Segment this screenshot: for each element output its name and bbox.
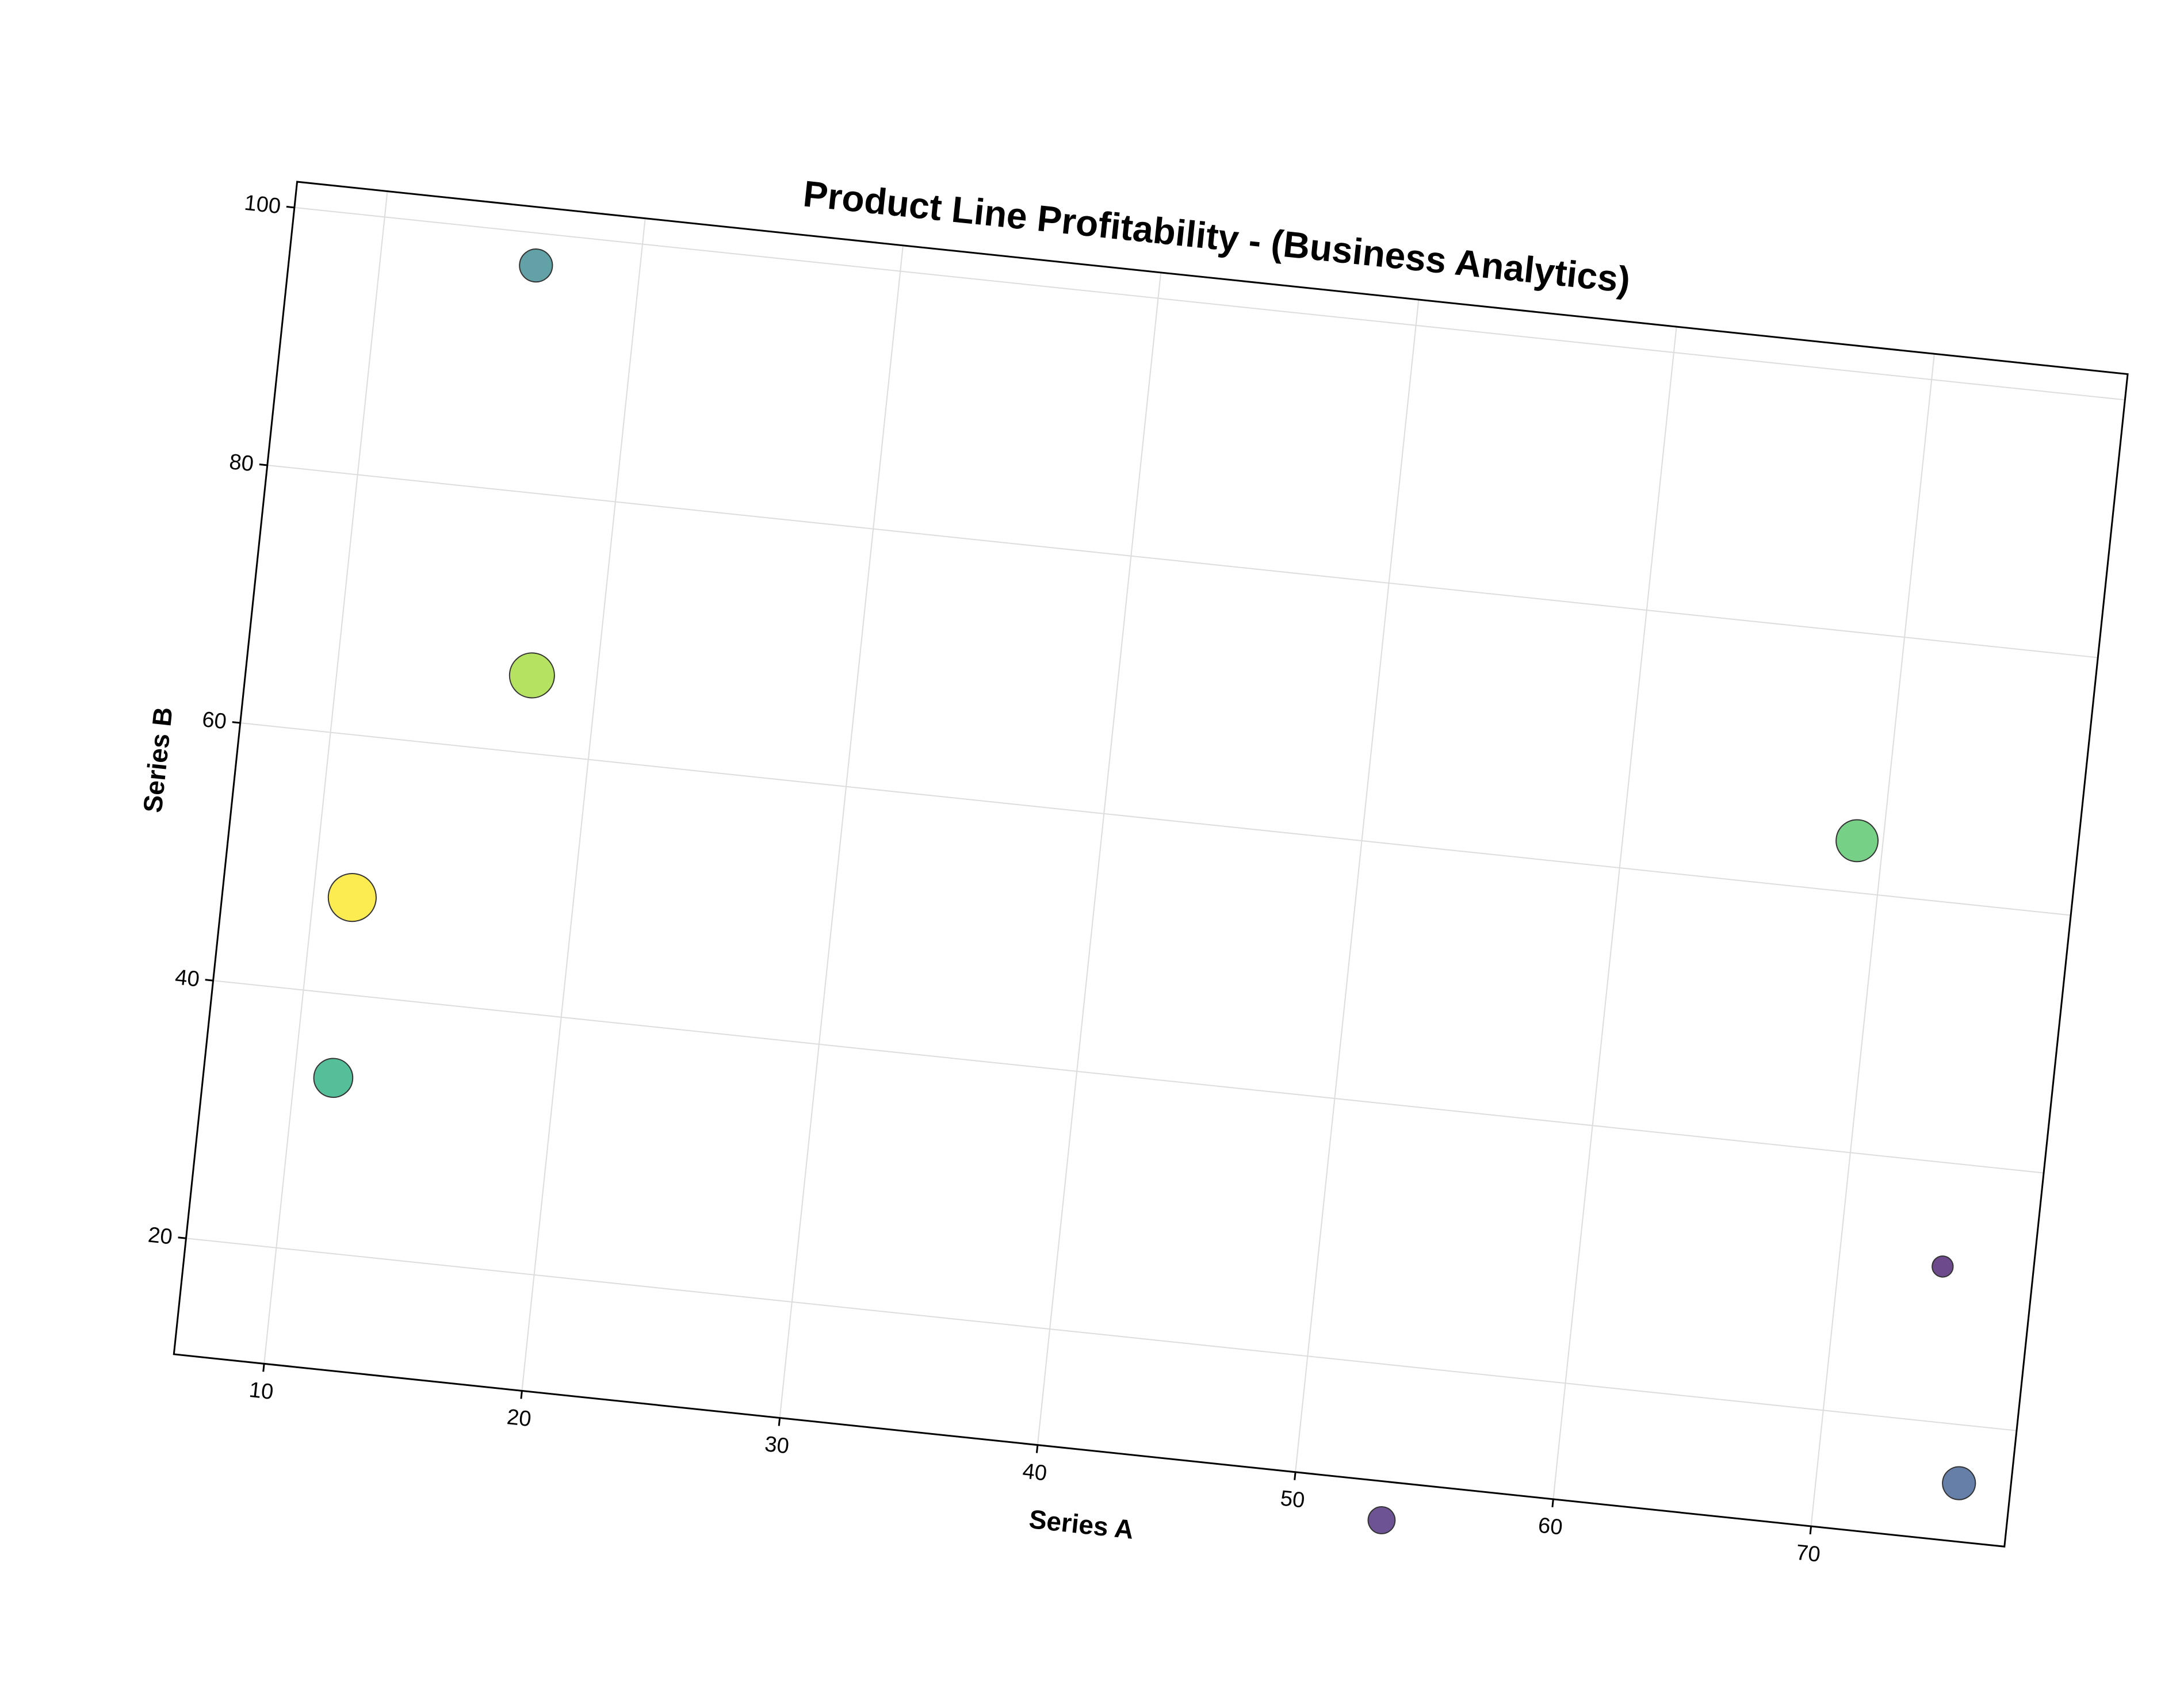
x-tick-label: 40 — [1022, 1459, 1048, 1485]
x-gridline — [1037, 272, 1162, 1445]
x-axis-label: Series A — [1028, 1504, 1135, 1545]
x-tick-mark — [1809, 1526, 1812, 1535]
x-tick-label: 60 — [1537, 1514, 1563, 1540]
y-gridline — [267, 464, 2098, 658]
x-tick-label: 10 — [248, 1378, 274, 1404]
data-points — [313, 248, 1976, 1534]
scatter-point — [1367, 1506, 1396, 1534]
x-gridline — [263, 191, 388, 1364]
y-tick-label: 80 — [228, 450, 255, 476]
x-gridline — [1552, 327, 1677, 1499]
x-tick-label: 50 — [1279, 1486, 1306, 1512]
chart-svg: 10 20 30 40 50 60 70 20 40 60 80 100 Product Line … — [137, 173, 2129, 1567]
y-tick-mark — [259, 464, 267, 466]
x-tick-label: 20 — [506, 1405, 532, 1431]
scatter-point — [327, 873, 377, 922]
y-tick-mark — [232, 721, 240, 724]
y-tick-label: 40 — [174, 965, 200, 991]
y-tick-label: 20 — [147, 1223, 173, 1249]
y-axis-label: Series B — [137, 706, 178, 814]
y-gridline — [213, 980, 2044, 1174]
y-tick-mark — [205, 979, 213, 982]
x-gridline — [779, 245, 904, 1418]
y-gridline — [294, 206, 2125, 401]
scatter-point — [1835, 819, 1879, 863]
y-axis-ticks: 20 40 60 80 100 — [147, 191, 295, 1250]
chart-title: Product Line Profitability - (Business A… — [801, 173, 1632, 301]
scatter-point — [519, 248, 553, 283]
x-tick-mark — [1551, 1499, 1554, 1507]
x-tick-label: 70 — [1795, 1541, 1821, 1567]
x-axis-ticks: 10 20 30 40 50 60 70 — [248, 1364, 1822, 1567]
x-tick-label: 30 — [763, 1432, 790, 1458]
scatter-point — [1942, 1466, 1976, 1500]
y-tick-mark — [286, 205, 295, 209]
plot-area-frame — [173, 181, 2129, 1548]
y-tick-label: 100 — [243, 191, 282, 219]
y-gridline — [240, 722, 2071, 916]
grid — [186, 191, 2125, 1527]
y-tick-label: 60 — [201, 707, 227, 734]
x-gridline — [521, 218, 646, 1391]
scatter-point — [313, 1058, 354, 1098]
x-gridline — [1295, 299, 1420, 1472]
scatter-point — [1932, 1255, 1954, 1278]
x-gridline — [1810, 354, 1935, 1527]
x-tick-mark — [262, 1364, 265, 1372]
x-tick-mark — [520, 1391, 523, 1399]
y-gridline — [186, 1238, 2017, 1431]
scatter-point — [508, 652, 555, 699]
scatter-chart: 10 20 30 40 50 60 70 20 40 60 80 100 Product Line … — [75, 104, 2158, 1623]
